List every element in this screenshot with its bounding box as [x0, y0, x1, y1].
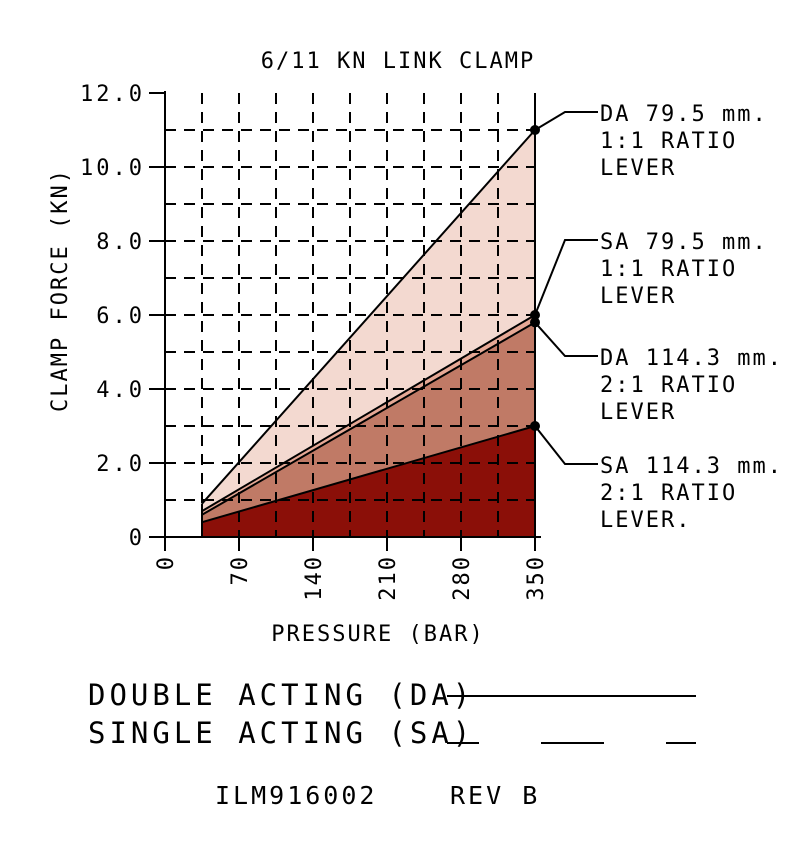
- y-tick-label: 4.0: [96, 378, 145, 403]
- series-line-3: [201, 321, 536, 516]
- y-tick-label: 10.0: [80, 156, 145, 181]
- series-leader-4: [534, 425, 598, 465]
- series-lines: [201, 93, 540, 537]
- legend-single-acting-label: SINGLE ACTING (SA): [88, 716, 475, 750]
- x-tick-label: 140: [302, 555, 327, 601]
- series-leader-3: [534, 321, 598, 357]
- series-label-2-line-2: 1:1 RATIO: [600, 257, 737, 282]
- x-tick-label: 280: [450, 555, 475, 601]
- grid-lines: [165, 93, 535, 537]
- legend-single-acting: SINGLE ACTING (SA): [88, 716, 474, 750]
- series-label-2-line-3: LEVER: [600, 284, 676, 309]
- axes: 0 2.0 4.0 6.0 8.0 10.0 12.0 0 70 140 210 280 350: [80, 82, 549, 601]
- series-line-4: [201, 425, 536, 524]
- legend-dash-swatch-3: [666, 742, 696, 744]
- x-tick-label: 210: [376, 555, 401, 601]
- drawing-number: ILM916002: [215, 781, 378, 810]
- series-leader-1: [534, 111, 598, 131]
- chart-title: 6/11 KN LINK CLAMP: [261, 49, 535, 74]
- x-tick-label: 350: [524, 555, 549, 601]
- series-label-3-line-2: 2:1 RATIO: [600, 373, 737, 398]
- series-label-3-line-1: DA 114.3 mm.: [600, 346, 783, 371]
- x-tick-label: 70: [228, 555, 253, 586]
- legend-double-acting: DOUBLE ACTING (DA): [88, 678, 474, 712]
- y-tick-label: 6.0: [96, 304, 145, 329]
- legend-dash-swatch-1: [447, 742, 479, 744]
- revision-label: REV B: [450, 781, 541, 810]
- y-tick-label: 12.0: [80, 82, 145, 107]
- legend-double-acting-label: DOUBLE ACTING (DA): [88, 678, 475, 712]
- legend-solid-line-swatch: [447, 695, 696, 697]
- series-label-1-line-2: 1:1 RATIO: [600, 129, 737, 154]
- y-axis-label: CLAMP FORCE (KN): [48, 168, 73, 412]
- x-axis-label: PRESSURE (BAR): [271, 622, 484, 647]
- series-label-1-line-1: DA 79.5 mm.: [600, 102, 768, 127]
- series-label-4-line-2: 2:1 RATIO: [600, 481, 737, 506]
- x-tick-label: 0: [154, 555, 179, 570]
- y-tick-label: 2.0: [96, 452, 145, 477]
- series-label-4-line-3: LEVER.: [600, 508, 691, 533]
- series-label-3-line-3: LEVER: [600, 400, 676, 425]
- legend-dash-swatch-2: [541, 742, 604, 744]
- series-label-1-line-3: LEVER: [600, 156, 676, 181]
- series-line-2: [201, 314, 536, 512]
- series-line-1: [201, 129, 536, 505]
- series-label-4-line-1: SA 114.3 mm.: [600, 454, 783, 479]
- series-areas: [202, 130, 535, 537]
- series-label-2-line-1: SA 79.5 mm.: [600, 230, 768, 255]
- series-leader-2: [534, 239, 598, 316]
- y-tick-label: 0: [129, 526, 145, 551]
- series-area-4: [202, 426, 535, 537]
- y-tick-label: 8.0: [96, 230, 145, 255]
